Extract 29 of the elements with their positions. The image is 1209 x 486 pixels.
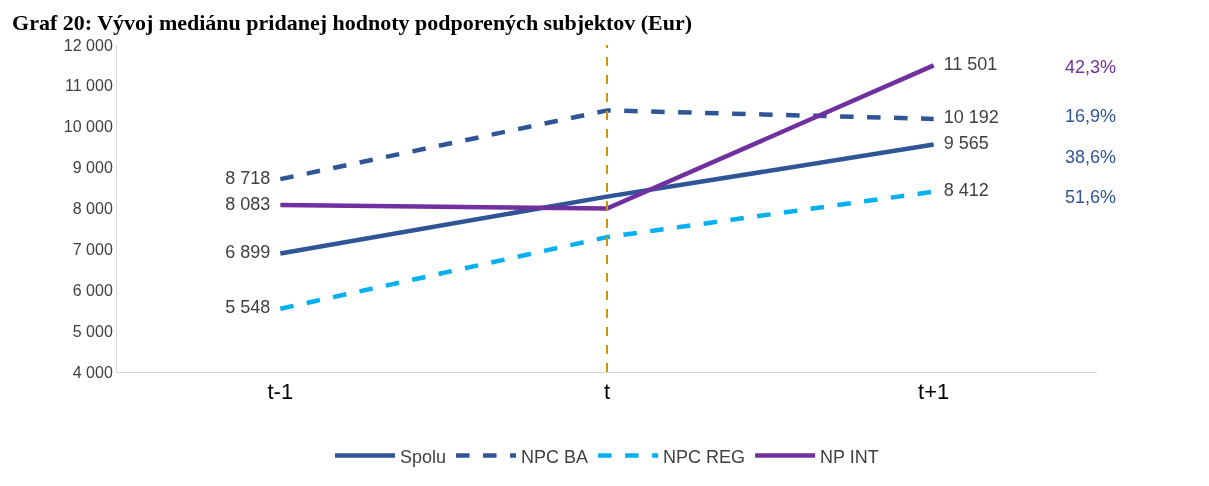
y-tick-label: 5 000 <box>72 322 113 340</box>
y-tick-label: 10 000 <box>63 118 113 136</box>
data-label: 6 899 <box>215 242 281 262</box>
annotation: 51,6% <box>1065 187 1117 207</box>
legend-label: NP INT <box>820 446 879 467</box>
y-tick-label: 12 000 <box>63 36 113 54</box>
annotation: 38,6% <box>1065 147 1117 167</box>
y-tick-label: 4 000 <box>72 363 113 381</box>
y-tick-label: 7 000 <box>72 240 113 258</box>
x-tick-label: t+1 <box>918 379 950 405</box>
y-tick-label: 6 000 <box>72 281 113 299</box>
chart-title: Graf 20: Vývoj mediánu pridanej hodnoty podporených subjektov (Eur) <box>12 9 693 35</box>
y-tick-label: 9 000 <box>72 159 113 177</box>
data-label: 8 083 <box>215 193 281 214</box>
data-label: 11 501 <box>933 53 1008 74</box>
y-tick-label: 11 000 <box>65 77 113 95</box>
data-label: 9 565 <box>933 133 999 154</box>
data-label: 10 192 <box>933 107 1009 128</box>
annotation: 16,9% <box>1065 106 1117 126</box>
legend-label: NPC BA <box>521 446 589 467</box>
data-label: 8 718 <box>215 167 281 188</box>
legend-label: Spolu <box>400 446 447 467</box>
data-label: 5 548 <box>215 297 281 318</box>
x-tick-label: t <box>603 379 611 405</box>
legend-label: NPC REG <box>663 446 746 467</box>
data-label: 8 412 <box>933 180 999 201</box>
y-tick-label: 8 000 <box>72 200 113 218</box>
x-tick-label: t-1 <box>267 379 294 405</box>
annotation: 42,3% <box>1065 57 1117 77</box>
